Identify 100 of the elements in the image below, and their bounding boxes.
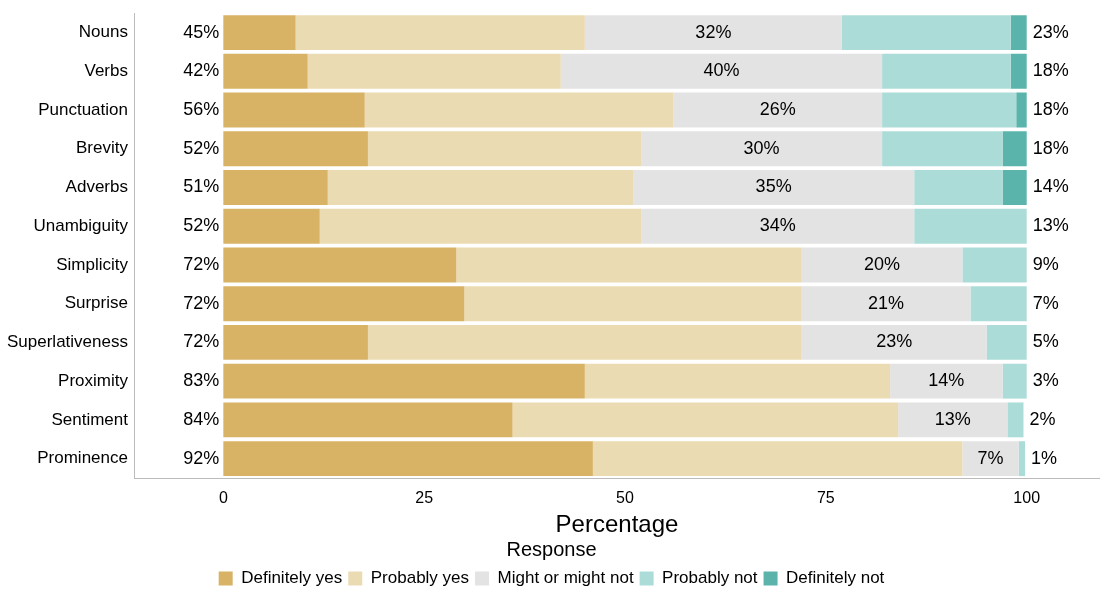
y-tick-label: Nouns bbox=[78, 22, 128, 42]
bar bbox=[841, 15, 1011, 50]
annotation: 84% bbox=[183, 408, 220, 429]
bar bbox=[223, 363, 585, 399]
annotation: 56% bbox=[183, 99, 220, 119]
legend-label: Probably yes bbox=[370, 568, 470, 588]
annotation: 23% bbox=[876, 331, 913, 352]
annotation: 26% bbox=[759, 99, 796, 119]
bar bbox=[592, 441, 963, 477]
annotation: 52% bbox=[183, 137, 220, 158]
annotation: 3% bbox=[1032, 370, 1059, 391]
annotation: 13% bbox=[1032, 215, 1069, 236]
bar bbox=[641, 208, 915, 244]
bar bbox=[1007, 402, 1024, 438]
bar bbox=[584, 363, 891, 399]
legend-label: Definitely not bbox=[786, 568, 885, 588]
annotation: 2% bbox=[1029, 408, 1056, 429]
bar bbox=[223, 131, 368, 167]
annotation: 23% bbox=[1032, 21, 1069, 42]
annotation: 14% bbox=[1032, 176, 1069, 197]
bar bbox=[801, 325, 987, 360]
annotation: 14% bbox=[928, 370, 965, 391]
bar bbox=[307, 53, 561, 89]
x-axis-title: Percentage bbox=[555, 510, 679, 538]
annotation: 30% bbox=[743, 137, 780, 158]
x-tick-label: 25 bbox=[415, 489, 434, 507]
y-tick-label: Surprise bbox=[64, 293, 128, 313]
bar bbox=[364, 92, 674, 128]
bar bbox=[962, 247, 1027, 283]
legend-label: Probably not bbox=[662, 568, 758, 588]
bar bbox=[223, 286, 465, 322]
annotation: 34% bbox=[759, 215, 796, 236]
bar bbox=[464, 286, 802, 322]
x-tick-label: 0 bbox=[218, 489, 228, 507]
annotation: 7% bbox=[977, 447, 1004, 468]
annotation: 18% bbox=[1032, 99, 1069, 119]
bar bbox=[882, 131, 1003, 167]
annotation: 18% bbox=[1032, 137, 1069, 158]
annotation: 83% bbox=[183, 370, 220, 391]
bar bbox=[367, 325, 802, 360]
y-tick-label: Simplicity bbox=[56, 254, 129, 274]
annotation: 72% bbox=[183, 292, 220, 313]
y-tick-label: Adverbs bbox=[65, 177, 128, 197]
bar bbox=[986, 325, 1027, 360]
x-tick-label: 100 bbox=[1013, 489, 1041, 507]
y-tick-label: Proximity bbox=[58, 370, 129, 390]
annotation: 13% bbox=[934, 408, 971, 429]
bar bbox=[801, 247, 963, 283]
bar bbox=[882, 53, 1011, 89]
legend-title: Response bbox=[506, 537, 597, 560]
bar bbox=[223, 247, 457, 283]
bar bbox=[223, 325, 368, 360]
annotation: 42% bbox=[183, 60, 220, 81]
legend-label: Might or might not bbox=[497, 568, 634, 588]
bar bbox=[1018, 441, 1026, 477]
annotation: 21% bbox=[868, 292, 905, 313]
annotation: 18% bbox=[1032, 60, 1069, 81]
y-tick-label: Brevity bbox=[75, 138, 129, 158]
annotation: 92% bbox=[183, 447, 220, 468]
y-tick-label: Superlativeness bbox=[6, 332, 128, 352]
bar bbox=[1002, 131, 1027, 167]
annotation: 9% bbox=[1032, 253, 1059, 274]
annotation: 1% bbox=[1031, 447, 1058, 468]
bar bbox=[914, 170, 1003, 205]
bar bbox=[584, 15, 842, 50]
bar bbox=[641, 131, 883, 167]
bar bbox=[673, 92, 883, 128]
bar bbox=[223, 15, 296, 50]
x-tick-label: 75 bbox=[816, 489, 835, 507]
bar bbox=[962, 441, 1019, 477]
bar bbox=[970, 286, 1027, 322]
bar bbox=[319, 208, 642, 244]
bar bbox=[890, 363, 1003, 399]
bar bbox=[223, 170, 328, 205]
bar bbox=[801, 286, 971, 322]
bar bbox=[1010, 15, 1027, 50]
annotation: 52% bbox=[183, 215, 220, 236]
annotation: 72% bbox=[183, 253, 220, 274]
x-tick-label: 50 bbox=[616, 489, 635, 507]
y-tick-label: Verbs bbox=[84, 60, 128, 80]
annotation: 72% bbox=[183, 331, 220, 352]
bar bbox=[898, 402, 1008, 438]
bar bbox=[223, 208, 320, 244]
bar bbox=[223, 441, 593, 477]
annotation: 40% bbox=[703, 60, 740, 81]
annotation: 5% bbox=[1032, 331, 1059, 352]
bar bbox=[882, 92, 1017, 128]
bar bbox=[560, 53, 883, 89]
y-tick-label: Sentiment bbox=[51, 409, 129, 429]
annotation: 7% bbox=[1032, 292, 1059, 313]
bar bbox=[1010, 53, 1027, 89]
y-tick-label: Punctuation bbox=[38, 99, 128, 119]
annotation: 32% bbox=[695, 21, 732, 42]
bar bbox=[223, 92, 365, 128]
bar bbox=[1002, 363, 1027, 399]
bar bbox=[1016, 92, 1027, 128]
bar bbox=[367, 131, 642, 167]
bar bbox=[1002, 170, 1027, 205]
bar bbox=[633, 170, 915, 205]
bar bbox=[456, 247, 802, 283]
